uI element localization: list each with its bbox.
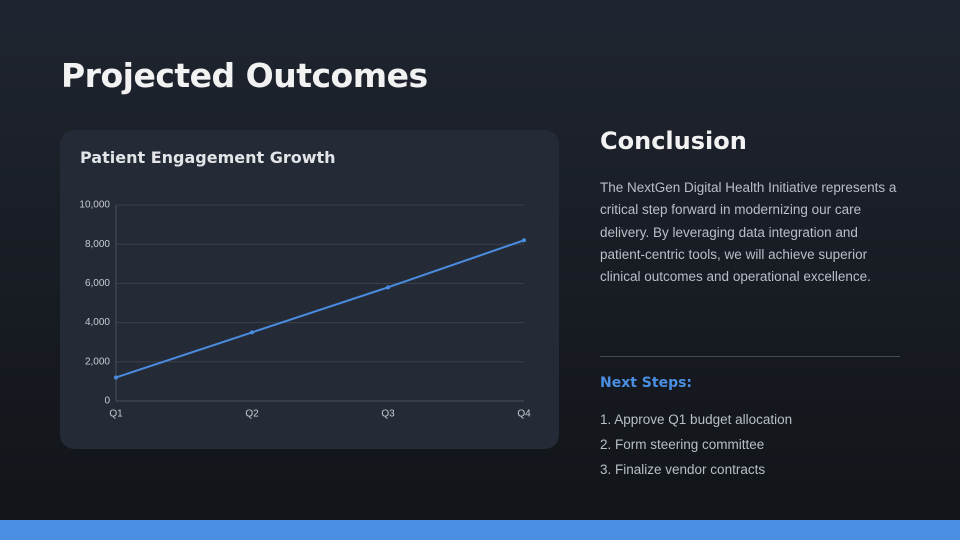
data-point xyxy=(522,238,526,243)
next-step-item: 3. Finalize vendor contracts xyxy=(600,462,766,477)
next-step-item: 1. Approve Q1 budget allocation xyxy=(600,412,793,427)
slide-title: Projected Outcomes xyxy=(61,56,428,95)
chart-title: Patient Engagement Growth xyxy=(80,148,336,167)
data-point xyxy=(114,375,118,380)
data-point xyxy=(250,330,254,335)
next-steps-heading: Next Steps: xyxy=(600,375,693,391)
y-tick-label: 2,000 xyxy=(85,356,110,367)
data-line xyxy=(115,239,525,379)
x-tick-label: Q4 xyxy=(517,409,531,420)
data-point xyxy=(386,285,390,290)
y-tick-label: 8,000 xyxy=(85,239,110,250)
y-tick-label: 0 xyxy=(104,396,110,407)
footer-bar xyxy=(0,520,960,540)
x-tick-label: Q2 xyxy=(245,409,259,420)
chart-card xyxy=(60,130,559,449)
chart: 0 2,000 4,000 6,000 8,000 10,000 Q1 Q2 Q3 Q4 xyxy=(79,200,531,420)
y-tick-label: 4,000 xyxy=(85,317,110,328)
next-step-item: 2. Form steering committee xyxy=(600,437,765,452)
y-tick-label: 6,000 xyxy=(85,278,110,289)
conclusion-heading: Conclusion xyxy=(600,127,747,155)
conclusion-body: The NextGen Digital Health Initiative re… xyxy=(600,180,897,285)
y-tick-label: 10,000 xyxy=(79,200,110,211)
divider xyxy=(600,356,900,357)
x-tick-label: Q1 xyxy=(109,409,123,420)
x-tick-label: Q3 xyxy=(381,409,395,420)
